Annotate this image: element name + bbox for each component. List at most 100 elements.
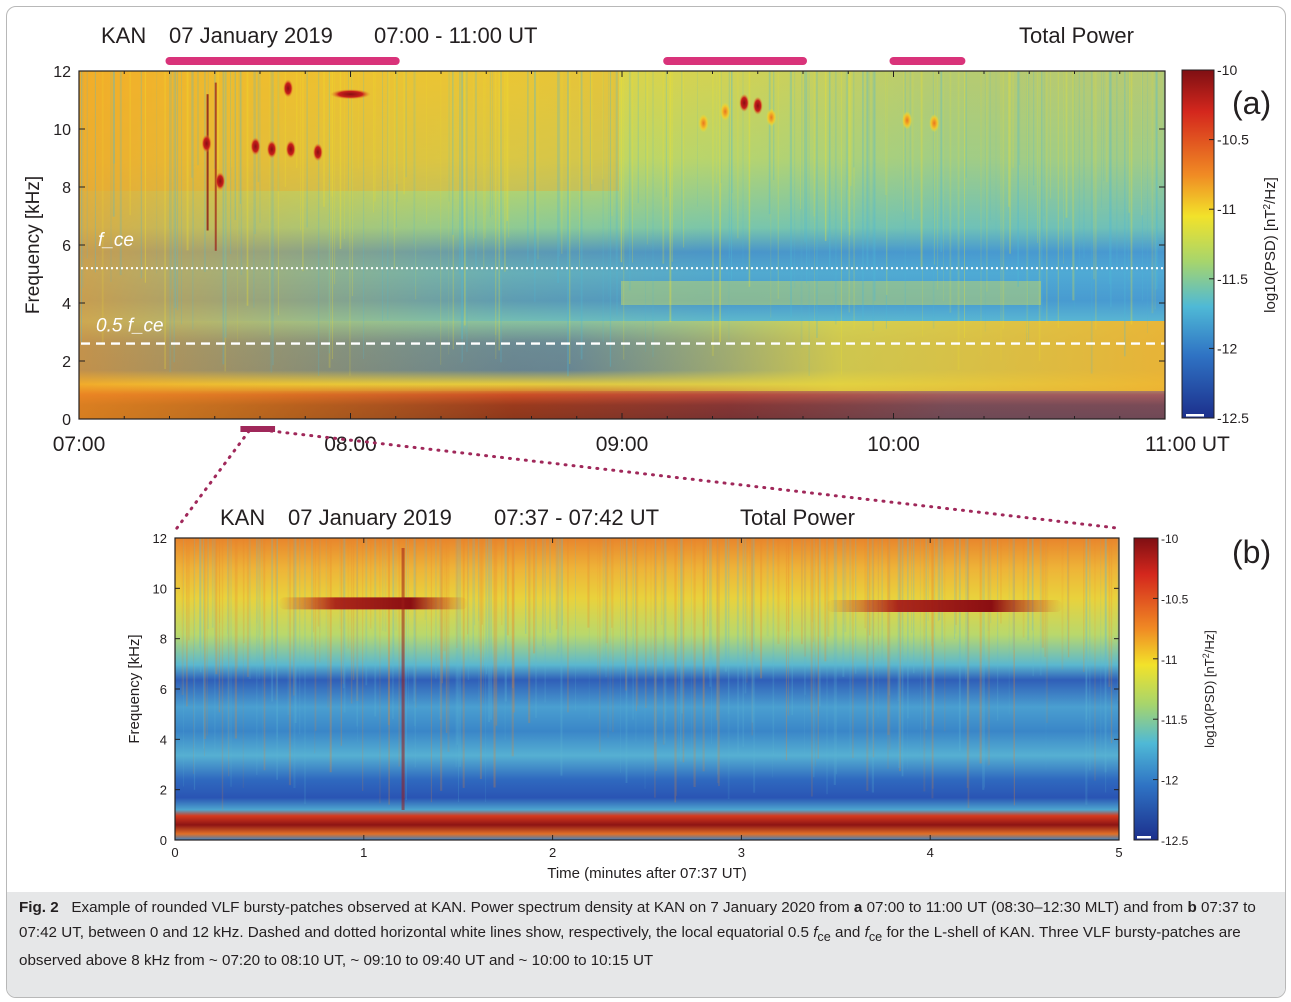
colorbar-tick-label: -11.5 [1217, 271, 1248, 287]
caption-text-c: for the L-shell of KAN. Three VLF bursty… [19, 923, 1241, 970]
caption-text-intro: Example of rounded VLF bursty-patches ob… [71, 899, 850, 916]
half-fce-label: 0.5 f_ce [96, 316, 164, 337]
panel-a-date: 07 January 2019 [169, 23, 333, 48]
x-tick-label: 07:00 [53, 433, 106, 456]
burst-patch [902, 111, 913, 130]
colorbar-tick-label: -12 [1161, 774, 1179, 788]
colorbar-floor-mark [1186, 414, 1204, 417]
caption-bold-a: a [853, 899, 863, 916]
caption-band: Fig. 2 Example of rounded VLF bursty-pat… [7, 892, 1285, 997]
panel-a-spectrogram [79, 71, 1165, 419]
panel-b-x-label: Time (minutes after 07:37 UT) [547, 865, 747, 882]
panel-b-date: 07 January 2019 [288, 505, 452, 530]
y-tick-label: 6 [160, 682, 167, 697]
panel-a-time-range: 07:00 - 11:00 UT [374, 23, 537, 48]
panel-a-label: (a) [1232, 85, 1271, 121]
caption-and: and [835, 923, 861, 941]
panel-b-component: Total Power [740, 505, 855, 530]
burst-patch [215, 172, 226, 191]
panel-a-station: KAN [101, 23, 146, 48]
panel-b-label: (b) [1232, 534, 1271, 570]
x-tick-label: 09:00 [596, 433, 649, 456]
x-tick-label: 2 [549, 845, 556, 860]
colorbar-tick-label: -12.5 [1217, 410, 1249, 426]
panel-b: KAN 07 January 2019 07:37 - 07:42 UT Tot… [126, 505, 1271, 882]
burst-patch [312, 143, 323, 162]
caption-text-a: 07:00 to 11:00 UT (08:30–12:30 MLT) and … [866, 899, 1184, 916]
burst-patch [201, 134, 212, 153]
x-tick-label: 11:00 UT [1145, 433, 1230, 456]
panel-a-component: Total Power [1019, 23, 1134, 48]
caption-text-b: 07:37 to 07:42 UT, between 0 and 12 kHz.… [19, 899, 1256, 941]
panel-b-time-range: 07:37 - 07:42 UT [494, 505, 659, 530]
caption-bold-b: b [1187, 899, 1197, 916]
panel-a: KAN 07 January 2019 07:00 - 11:00 UT Tot… [23, 23, 1279, 456]
y-tick-label: 12 [153, 531, 167, 546]
zoom-connector-lines [172, 429, 1119, 534]
colorbar-tick-label: -11.5 [1161, 713, 1188, 727]
panel-a-colorbar-ticks: -10 -10.5 -11 -11.5 -12 -12.5 [1186, 62, 1249, 426]
burst-streak [278, 597, 468, 610]
y-tick-label: 0 [160, 833, 167, 848]
burst-patch [929, 114, 940, 133]
x-tick-label: 4 [927, 845, 934, 860]
burst-patch [266, 140, 277, 159]
burst-patch [698, 114, 709, 133]
zoom-interval-marker [240, 426, 276, 432]
panel-b-x-ticks: 0 1 2 3 4 5 [171, 538, 1123, 860]
panel-a-colorbar-label: log10(PSD) [nT2/Hz] [1262, 177, 1280, 313]
burst-streak [206, 94, 209, 231]
colorbar-tick-label: -11 [1217, 201, 1236, 217]
panel-b-colorbar-ticks: -10 -10.5 -11 -11.5 -12 -12.5 [1137, 532, 1189, 848]
panel-b-colorbar [1133, 537, 1159, 841]
y-tick-label: 10 [53, 122, 71, 139]
burst-patch [720, 102, 731, 121]
colorbar-tick-label: -12 [1217, 340, 1237, 356]
x-tick-label: 3 [738, 845, 745, 860]
burst-patch [739, 93, 750, 112]
y-tick-label: 2 [62, 354, 71, 371]
burst-patch [330, 89, 371, 100]
panel-b-spectrogram [175, 538, 1119, 840]
caption-fce-symbol-1: f [813, 923, 818, 941]
figure-caption: Fig. 2 Example of rounded VLF bursty-pat… [19, 896, 1269, 974]
burst-patch [283, 79, 294, 98]
panel-a-x-ticks: 07:00 08:00 09:00 10:00 11:00 UT [53, 71, 1230, 456]
burst-patch [752, 96, 763, 115]
figure-canvas: KAN 07 January 2019 07:00 - 11:00 UT Tot… [23, 23, 1279, 882]
caption-fce-sub-2: ce [868, 929, 883, 944]
panel-a-colorbar [1181, 69, 1215, 419]
y-tick-label: 6 [62, 238, 71, 255]
panel-b-y-label: Frequency [kHz] [126, 634, 143, 743]
burst-streak [826, 600, 1063, 612]
panel-a-y-ticks: 0 2 4 6 8 10 12 [53, 64, 1165, 429]
colorbar-tick-label: -10.5 [1217, 132, 1249, 148]
panel-b-station: KAN [220, 505, 265, 530]
x-tick-label: 0 [171, 845, 178, 860]
fce-label: f_ce [98, 230, 134, 251]
y-tick-label: 8 [62, 180, 71, 197]
caption-fce-symbol-2: f [864, 923, 869, 941]
colorbar-tick-label: -10 [1161, 532, 1179, 546]
colorbar-tick-label: -11 [1161, 653, 1178, 667]
x-tick-label: 10:00 [867, 433, 920, 456]
panel-b-colorbar-label: log10(PSD) [nT2/Hz] [1201, 630, 1217, 748]
burst-streak [214, 82, 217, 251]
y-tick-label: 12 [53, 64, 71, 81]
figure-frame: KAN 07 January 2019 07:00 - 11:00 UT Tot… [6, 6, 1286, 998]
burst-patch [285, 140, 296, 159]
panel-b-y-ticks: 0 2 4 6 8 10 12 [153, 531, 1119, 848]
colorbar-tick-label: -12.5 [1161, 834, 1189, 848]
caption-figure-number: Fig. 2 [19, 899, 59, 916]
caption-fce-sub-1: ce [817, 929, 831, 944]
x-tick-label: 1 [360, 845, 367, 860]
burst-streak [401, 548, 405, 810]
burst-patch [250, 137, 261, 156]
colorbar-tick-label: -10 [1217, 62, 1237, 78]
y-tick-label: 2 [160, 783, 167, 798]
x-tick-label: 08:00 [324, 433, 377, 456]
colorbar-tick-label: -10.5 [1161, 592, 1189, 606]
burst-patch [766, 108, 777, 127]
y-tick-label: 4 [62, 296, 71, 313]
colorbar-floor-mark [1137, 836, 1151, 839]
